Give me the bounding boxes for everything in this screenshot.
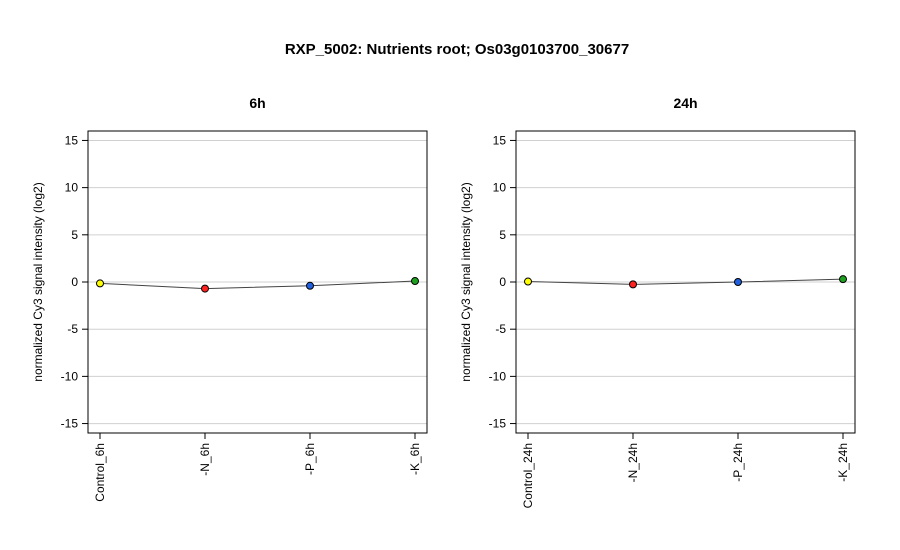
x-category-label: Control_24h — [521, 443, 535, 508]
data-point — [201, 284, 209, 293]
y-tick-label: 15 — [65, 133, 79, 147]
panel-24h: 24h 15 10 5 0 -5 -10 -15 normalized Cy3 signal i… — [459, 95, 856, 508]
x-category-label: -N_6h — [198, 443, 212, 476]
y-tick-label: 10 — [493, 181, 507, 195]
y-tick-label: 15 — [493, 133, 507, 147]
x-category-label: Control_6h — [93, 443, 107, 502]
plot-frame — [87, 130, 428, 434]
panel-6h: 6h 15 10 5 0 -5 -10 -15 normalized Cy3 signal in… — [31, 95, 428, 502]
data-point — [96, 279, 104, 288]
y-tick-label: 5 — [71, 228, 78, 242]
data-point — [306, 281, 314, 290]
x-category-label: -P_6h — [303, 443, 317, 475]
x-category-label: -K_6h — [408, 443, 422, 475]
y-tick-label: 0 — [499, 275, 506, 289]
y-tick-label: -10 — [61, 369, 79, 383]
data-point — [411, 277, 419, 286]
series-line — [99, 280, 416, 290]
panel-title: 6h — [249, 95, 265, 111]
series-line — [527, 278, 844, 285]
y-tick-label: 0 — [71, 275, 78, 289]
y-tick-label: -15 — [489, 417, 507, 431]
data-point — [524, 277, 532, 286]
panel-title: 24h — [673, 95, 697, 111]
x-category-label: -K_24h — [836, 443, 850, 482]
data-point — [629, 280, 637, 289]
y-axis-label: normalized Cy3 signal intensity (log2) — [459, 182, 473, 381]
y-tick-label: 10 — [65, 181, 79, 195]
y-tick-label: -15 — [61, 417, 79, 431]
data-point — [839, 275, 847, 284]
x-category-label: -P_24h — [731, 443, 745, 482]
y-tick-label: -5 — [67, 322, 78, 336]
y-tick-label: -5 — [495, 322, 506, 336]
y-tick-label: 5 — [499, 228, 506, 242]
y-axis-label: normalized Cy3 signal intensity (log2) — [31, 182, 45, 381]
y-tick-label: -10 — [489, 369, 507, 383]
plot-frame — [515, 130, 856, 434]
x-category-label: -N_24h — [626, 443, 640, 482]
chart-main-title: RXP_5002: Nutrients root; Os03g0103700_3… — [285, 41, 629, 58]
data-point — [734, 278, 742, 286]
